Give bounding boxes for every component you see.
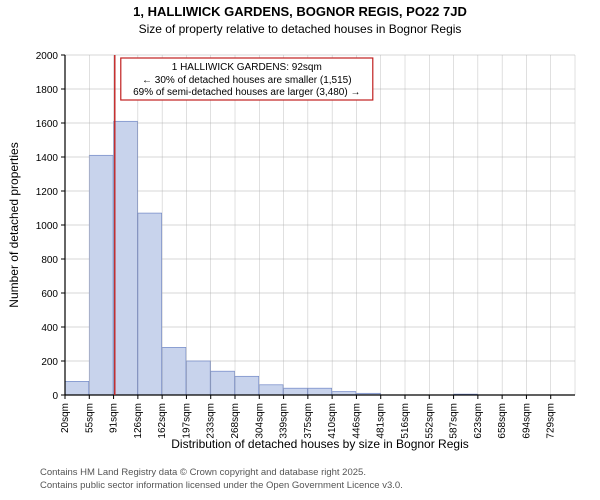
histogram-bar xyxy=(235,376,259,395)
y-tick-label: 600 xyxy=(41,289,58,300)
histogram-bar xyxy=(308,388,332,395)
y-tick-label: 2000 xyxy=(36,51,59,62)
x-tick-label: 658sqm xyxy=(497,403,508,439)
annotation-line-2: ← 30% of detached houses are smaller (1,… xyxy=(142,75,352,86)
attribution-line-1: Contains HM Land Registry data © Crown c… xyxy=(40,467,366,478)
x-tick-label: 481sqm xyxy=(376,403,387,439)
histogram-bar xyxy=(65,381,89,395)
y-tick-label: 1200 xyxy=(36,187,59,198)
histogram-bar xyxy=(162,347,186,395)
x-tick-label: 729sqm xyxy=(546,403,557,439)
x-tick-label: 126sqm xyxy=(133,403,144,439)
histogram-bar xyxy=(138,213,162,395)
annotation-box: 1 HALLIWICK GARDENS: 92sqm ← 30% of detac… xyxy=(121,58,373,100)
annotation-line-3: 69% of semi-detached houses are larger (… xyxy=(133,87,360,98)
x-tick-label: 197sqm xyxy=(181,403,192,439)
x-tick-label: 446sqm xyxy=(351,403,362,439)
attribution-line-2: Contains public sector information licen… xyxy=(40,480,403,491)
x-tick-label: 339sqm xyxy=(279,403,290,439)
chart-container: 1, HALLIWICK GARDENS, BOGNOR REGIS, PO22… xyxy=(0,0,600,500)
histogram-bar xyxy=(211,371,235,395)
annotation-line-1: 1 HALLIWICK GARDENS: 92sqm xyxy=(172,62,322,73)
x-tick-label: 552sqm xyxy=(424,403,435,439)
y-tick-label: 0 xyxy=(52,391,58,402)
y-tick-label: 1600 xyxy=(36,119,59,130)
y-axis-label: Number of detached properties xyxy=(7,142,21,307)
x-axis-label: Distribution of detached houses by size … xyxy=(171,437,469,451)
x-tick-label: 410sqm xyxy=(327,403,338,439)
plot-area: 0 200 400 600 800 1000 1200 1400 1600 1800 2000 20s… xyxy=(36,51,575,439)
x-tick-label: 694sqm xyxy=(521,403,532,439)
y-tick-label: 1800 xyxy=(36,85,59,96)
chart-svg: 1, HALLIWICK GARDENS, BOGNOR REGIS, PO22… xyxy=(0,0,600,500)
x-tick-label: 55sqm xyxy=(84,403,95,433)
y-tick-label: 400 xyxy=(41,323,58,334)
x-tick-label: 623sqm xyxy=(473,403,484,439)
histogram-bar xyxy=(284,388,308,395)
x-tick-label: 91sqm xyxy=(109,403,120,433)
y-tick-label: 800 xyxy=(41,255,58,266)
histogram-bar xyxy=(259,385,283,395)
x-tick-label: 587sqm xyxy=(449,403,460,439)
x-tick-label: 233sqm xyxy=(206,403,217,439)
histogram-bar xyxy=(186,361,210,395)
histogram-bar xyxy=(114,121,138,395)
y-tick-label: 1000 xyxy=(36,221,59,232)
x-tick-label: 268sqm xyxy=(230,403,241,439)
x-tick-label: 20sqm xyxy=(60,403,71,433)
chart-subtitle: Size of property relative to detached ho… xyxy=(139,22,462,36)
chart-title: 1, HALLIWICK GARDENS, BOGNOR REGIS, PO22… xyxy=(133,4,467,19)
histogram-bar xyxy=(89,155,113,395)
x-tick-label: 375sqm xyxy=(303,403,314,439)
y-tick-label: 1400 xyxy=(36,153,59,164)
x-tick-label: 162sqm xyxy=(157,403,168,439)
y-tick-label: 200 xyxy=(41,357,58,368)
x-tick-label: 304sqm xyxy=(254,403,265,439)
x-tick-label: 516sqm xyxy=(400,403,411,439)
